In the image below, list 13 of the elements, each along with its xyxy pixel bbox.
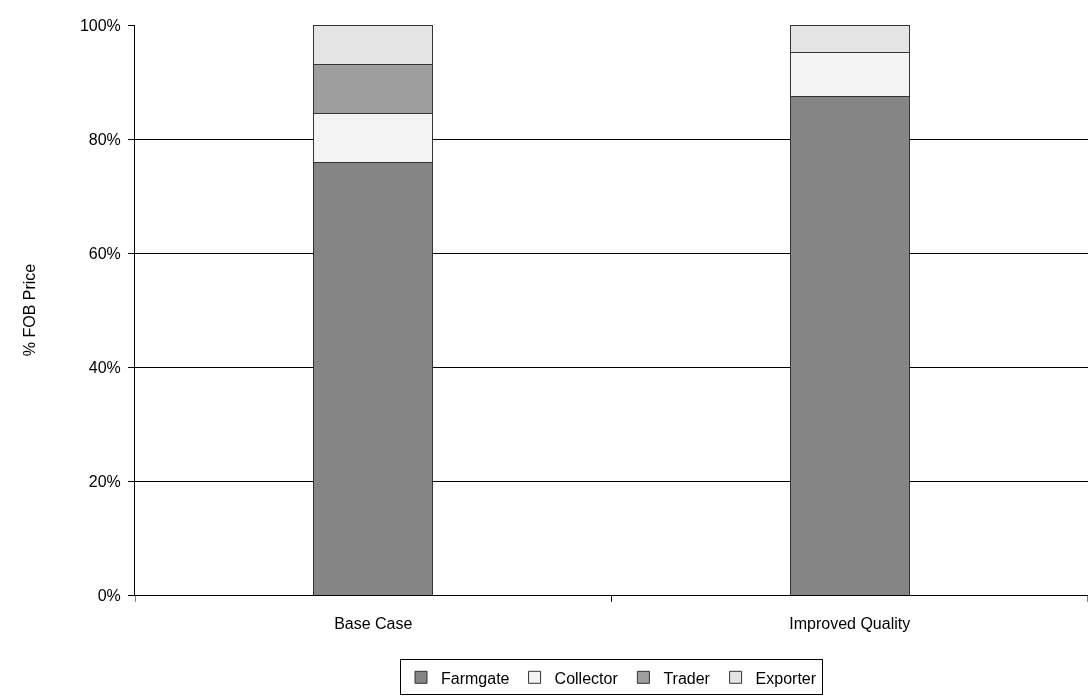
legend-label: Collector — [554, 669, 619, 687]
y-tick-label: 100% — [79, 16, 121, 34]
legend-label: Farmgate — [441, 669, 510, 687]
y-tick-label: 0% — [97, 586, 121, 604]
y-tick-label: 60% — [88, 244, 121, 262]
legend-label: Exporter — [755, 669, 817, 687]
y-tick-label: 20% — [88, 472, 121, 490]
x-tick-label: Improved Quality — [789, 615, 911, 633]
y-tick-label: 40% — [88, 358, 121, 376]
x-tick-label: Base Case — [334, 615, 413, 633]
y-axis-title: % FOB Price — [20, 263, 38, 357]
legend-label: Trader — [663, 669, 711, 687]
y-tick-label: 80% — [88, 130, 121, 148]
